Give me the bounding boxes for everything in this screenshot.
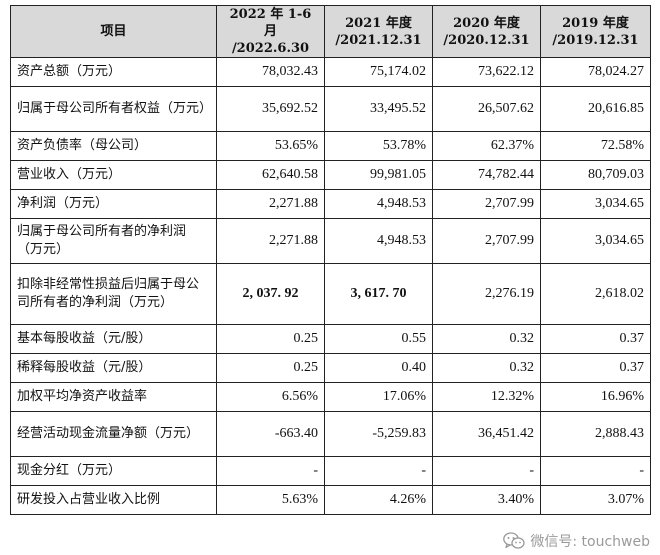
cell-value: 74,782.44 <box>432 160 541 190</box>
table-row: 扣除非经常性损益后归属于母公司所有者的净利润（万元） 2, 037. 92 3,… <box>10 263 651 325</box>
cell-value: 0.55 <box>324 324 433 354</box>
header-item: 项目 <box>10 5 217 58</box>
table-row: 营业收入（万元） 62,640.58 99,981.05 74,782.44 8… <box>10 160 651 190</box>
row-label: 资产总额（万元） <box>10 57 217 87</box>
table-row: 稀释每股收益（元/股） 0.25 0.40 0.32 0.37 <box>10 353 651 383</box>
header-row: 项目 2022 年 1-6 月/2022.6.30 2021 年度/2021.1… <box>10 5 651 58</box>
cell-value: 17.06% <box>324 382 433 412</box>
row-label: 净利润（万元） <box>10 189 217 219</box>
cell-value: 3,034.65 <box>540 218 651 264</box>
cell-value: 99,981.05 <box>324 160 433 190</box>
cell-value: 12.32% <box>432 382 541 412</box>
cell-value: 72.58% <box>540 131 651 161</box>
cell-value: 2, 037. 92 <box>216 263 325 325</box>
cell-value: 3, 617. 70 <box>324 263 433 325</box>
row-label: 基本每股收益（元/股） <box>10 324 217 354</box>
cell-value: 4.26% <box>324 485 433 515</box>
cell-value: -663.40 <box>216 411 325 457</box>
cell-value: - <box>216 456 325 486</box>
cell-value: 6.56% <box>216 382 325 412</box>
cell-value: - <box>540 456 651 486</box>
financial-summary-table: 项目 2022 年 1-6 月/2022.6.30 2021 年度/2021.1… <box>10 5 651 515</box>
table-row: 归属于母公司所有者的净利润（万元） 2,271.88 4,948.53 2,70… <box>10 218 651 264</box>
row-label: 营业收入（万元） <box>10 160 217 190</box>
row-label: 研发投入占营业收入比例 <box>10 485 217 515</box>
cell-value: 0.37 <box>540 353 651 383</box>
cell-value: - <box>324 456 433 486</box>
row-label: 现金分红（万元） <box>10 456 217 486</box>
cell-value: 20,616.85 <box>540 86 651 132</box>
cell-value: - <box>432 456 541 486</box>
row-label: 加权平均净资产收益率 <box>10 382 217 412</box>
header-2020: 2020 年度/2020.12.31 <box>432 5 541 58</box>
cell-value: 2,271.88 <box>216 189 325 219</box>
row-label: 扣除非经常性损益后归属于母公司所有者的净利润（万元） <box>10 263 217 325</box>
table-row: 基本每股收益（元/股） 0.25 0.55 0.32 0.37 <box>10 324 651 354</box>
cell-value: 0.32 <box>432 353 541 383</box>
cell-value: 62,640.58 <box>216 160 325 190</box>
cell-value: 3,034.65 <box>540 189 651 219</box>
cell-value: 35,692.52 <box>216 86 325 132</box>
cell-value: 4,948.53 <box>324 189 433 219</box>
cell-value: 2,618.02 <box>540 263 651 325</box>
wechat-icon <box>503 532 526 550</box>
table-row: 研发投入占营业收入比例 5.63% 4.26% 3.40% 3.07% <box>10 485 651 515</box>
row-label: 归属于母公司所有者权益（万元） <box>10 86 217 132</box>
header-2021: 2021 年度/2021.12.31 <box>324 5 433 58</box>
table-row: 资产负债率（母公司） 53.65% 53.78% 62.37% 72.58% <box>10 131 651 161</box>
cell-value: 3.07% <box>540 485 651 515</box>
row-label: 稀释每股收益（元/股） <box>10 353 217 383</box>
table-body: 资产总额（万元） 78,032.43 75,174.02 73,622.12 7… <box>10 57 651 515</box>
table-row: 经营活动现金流量净额（万元） -663.40 -5,259.83 36,451.… <box>10 411 651 457</box>
cell-value: 26,507.62 <box>432 86 541 132</box>
cell-value: -5,259.83 <box>324 411 433 457</box>
cell-value: 78,024.27 <box>540 57 651 87</box>
table-header: 项目 2022 年 1-6 月/2022.6.30 2021 年度/2021.1… <box>10 5 651 58</box>
header-2019: 2019 年度/2019.12.31 <box>540 5 651 58</box>
cell-value: 2,271.88 <box>216 218 325 264</box>
cell-value: 16.96% <box>540 382 651 412</box>
cell-value: 2,707.99 <box>432 189 541 219</box>
cell-value: 3.40% <box>432 485 541 515</box>
table-row: 现金分红（万元） - - - - <box>10 456 651 486</box>
cell-value: 80,709.03 <box>540 160 651 190</box>
cell-value: 2,276.19 <box>432 263 541 325</box>
cell-value: 33,495.52 <box>324 86 433 132</box>
cell-value: 0.25 <box>216 324 325 354</box>
watermark-text: 微信号: touchweb <box>530 534 650 550</box>
table-row: 净利润（万元） 2,271.88 4,948.53 2,707.99 3,034… <box>10 189 651 219</box>
cell-value: 4,948.53 <box>324 218 433 264</box>
cell-value: 2,888.43 <box>540 411 651 457</box>
cell-value: 62.37% <box>432 131 541 161</box>
wechat-watermark: 微信号: touchweb <box>503 531 650 551</box>
table-row: 加权平均净资产收益率 6.56% 17.06% 12.32% 16.96% <box>10 382 651 412</box>
cell-value: 73,622.12 <box>432 57 541 87</box>
cell-value: 0.25 <box>216 353 325 383</box>
header-2022h1: 2022 年 1-6 月/2022.6.30 <box>216 5 325 58</box>
table-row: 资产总额（万元） 78,032.43 75,174.02 73,622.12 7… <box>10 57 651 87</box>
table-row: 归属于母公司所有者权益（万元） 35,692.52 33,495.52 26,5… <box>10 86 651 132</box>
cell-value: 53.65% <box>216 131 325 161</box>
cell-value: 2,707.99 <box>432 218 541 264</box>
row-label: 归属于母公司所有者的净利润（万元） <box>10 218 217 264</box>
cell-value: 53.78% <box>324 131 433 161</box>
cell-value: 5.63% <box>216 485 325 515</box>
cell-value: 0.40 <box>324 353 433 383</box>
row-label: 经营活动现金流量净额（万元） <box>10 411 217 457</box>
cell-value: 0.32 <box>432 324 541 354</box>
cell-value: 36,451.42 <box>432 411 541 457</box>
cell-value: 75,174.02 <box>324 57 433 87</box>
cell-value: 78,032.43 <box>216 57 325 87</box>
row-label: 资产负债率（母公司） <box>10 131 217 161</box>
cell-value: 0.37 <box>540 324 651 354</box>
